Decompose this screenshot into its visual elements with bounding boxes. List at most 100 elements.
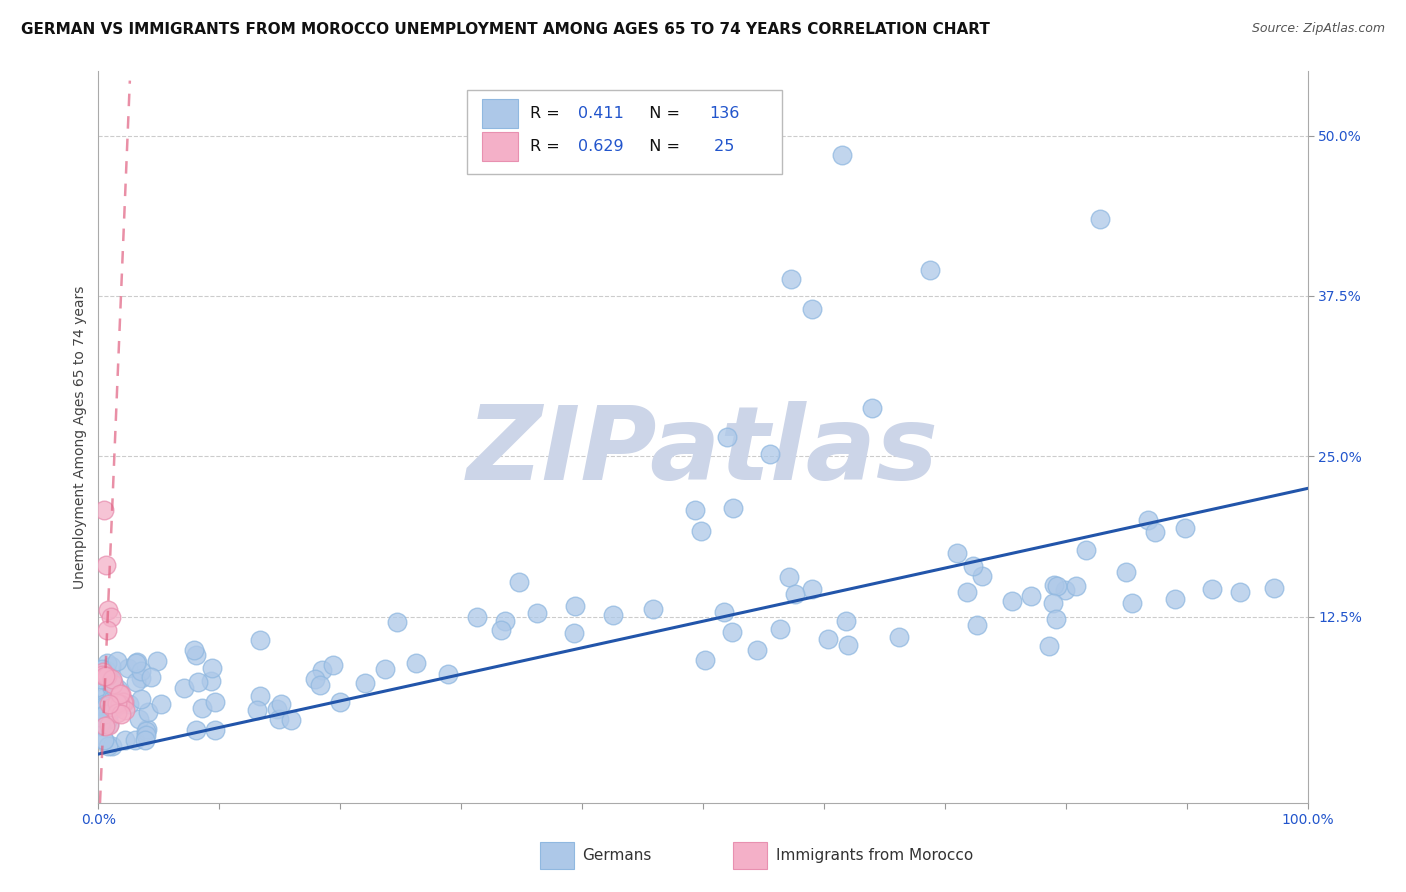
Point [1136, 514, 1159, 528]
Point [90, 673, 112, 687]
Text: Germans: Germans [582, 848, 651, 863]
Text: Immigrants from Morocco: Immigrants from Morocco [776, 848, 973, 863]
Point [97, 739, 120, 753]
Point [713, 605, 735, 619]
Point [96, 663, 118, 677]
Point [94, 558, 117, 573]
Point [173, 681, 195, 695]
Point [89, 715, 111, 730]
Point [101, 701, 124, 715]
Point [93, 697, 115, 711]
Point [136, 705, 159, 719]
Point [110, 706, 132, 721]
Point [96, 657, 118, 671]
Point [405, 656, 427, 670]
Point [93, 503, 115, 517]
Point [129, 691, 152, 706]
Point [90, 718, 112, 732]
Point [831, 148, 853, 162]
Point [100, 659, 122, 673]
Point [745, 642, 768, 657]
Point [104, 686, 127, 700]
Point [800, 301, 823, 316]
Point [94, 685, 117, 699]
Point [125, 656, 148, 670]
Point [1001, 594, 1024, 608]
Point [183, 643, 205, 657]
Point [98, 698, 121, 712]
Point [98, 718, 121, 732]
Point [107, 682, 129, 697]
Text: GERMAN VS IMMIGRANTS FROM MOROCCO UNEMPLOYMENT AMONG AGES 65 TO 74 YEARS CORRELA: GERMAN VS IMMIGRANTS FROM MOROCCO UNEMPL… [21, 22, 990, 37]
Point [101, 739, 124, 753]
Point [508, 575, 530, 590]
Point [118, 697, 141, 711]
Point [972, 568, 994, 582]
Point [93, 690, 115, 705]
Point [108, 688, 131, 702]
Point [780, 272, 803, 286]
Point [112, 695, 135, 709]
Point [93, 732, 115, 747]
Point [354, 676, 377, 690]
Point [200, 674, 222, 689]
Point [129, 671, 152, 685]
Point [1088, 211, 1111, 226]
Point [769, 623, 792, 637]
Point [146, 654, 169, 668]
Point [778, 570, 800, 584]
Point [1053, 582, 1076, 597]
Point [94, 706, 117, 721]
Point [1164, 591, 1187, 606]
Point [1229, 585, 1251, 599]
Bar [482, 99, 517, 128]
Point [97, 667, 120, 681]
Point [101, 690, 124, 705]
Point [311, 663, 333, 677]
Point [860, 401, 883, 415]
Point [141, 670, 163, 684]
Point [889, 630, 911, 644]
Point [693, 653, 716, 667]
Point [641, 601, 664, 615]
Point [526, 606, 548, 620]
Point [494, 614, 516, 628]
Point [94, 719, 117, 733]
Point [117, 661, 139, 675]
Point [89, 716, 111, 731]
Point [683, 503, 706, 517]
Point [125, 655, 148, 669]
Point [101, 699, 124, 714]
Point [249, 633, 271, 648]
Point [184, 648, 207, 662]
Point [716, 430, 738, 444]
Point [94, 698, 117, 713]
Point [87, 709, 110, 723]
Bar [540, 841, 574, 870]
Point [385, 615, 408, 630]
Point [135, 724, 157, 739]
Text: 0.411: 0.411 [578, 106, 624, 121]
Point [91, 667, 114, 681]
Point [800, 582, 823, 597]
Point [135, 728, 157, 742]
Text: 25: 25 [709, 139, 734, 154]
Y-axis label: Unemployment Among Ages 65 to 74 years: Unemployment Among Ages 65 to 74 years [73, 285, 87, 589]
Point [270, 698, 292, 712]
Point [101, 692, 124, 706]
Point [103, 681, 125, 695]
Point [91, 665, 114, 680]
Point [100, 609, 122, 624]
Point [186, 674, 208, 689]
Point [465, 609, 488, 624]
Point [135, 722, 157, 736]
Point [100, 679, 122, 693]
Point [105, 706, 128, 720]
Point [150, 698, 173, 712]
Point [191, 700, 214, 714]
Point [105, 696, 128, 710]
Point [1121, 596, 1143, 610]
Point [817, 632, 839, 646]
Point [91, 662, 114, 676]
Point [1046, 579, 1069, 593]
